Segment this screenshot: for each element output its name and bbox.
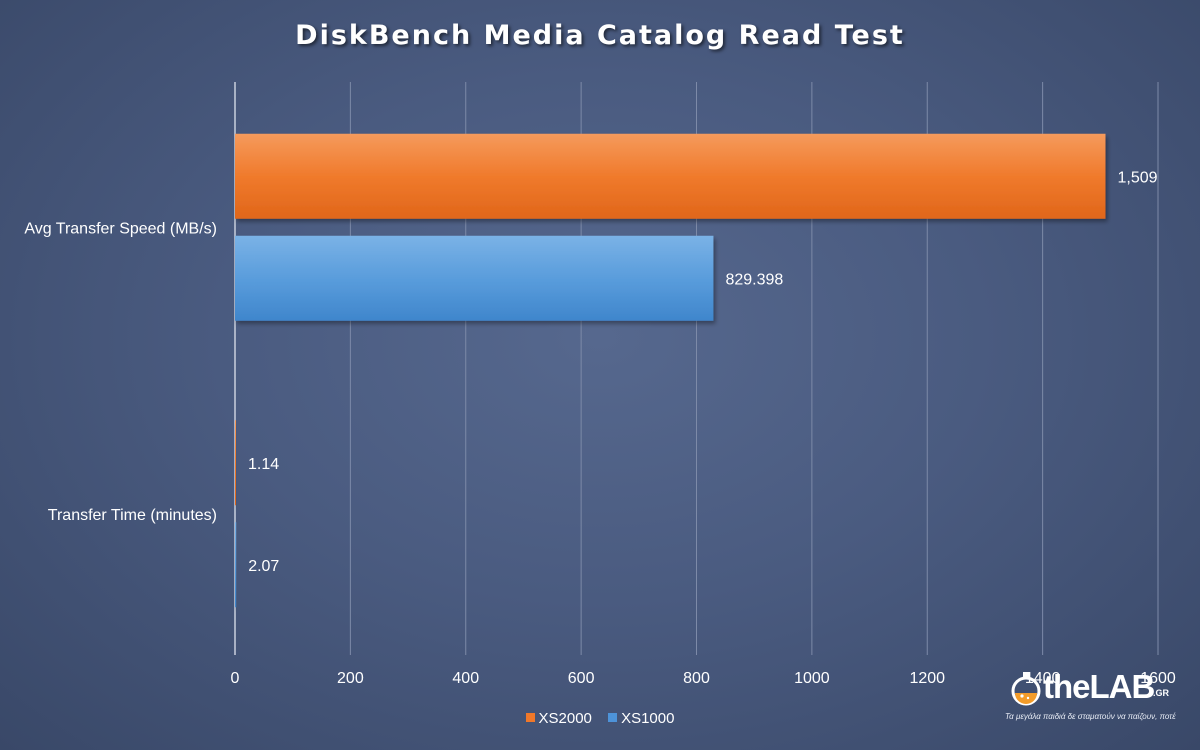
bar-xs2000-cat1 [235,420,236,506]
x-tick-label-1400: 1400 [1025,670,1061,687]
x-tick-label-0: 0 [231,670,240,687]
x-tick-label-1200: 1200 [909,670,945,687]
legend-swatch-xs1000 [608,713,618,722]
bars [235,133,1106,608]
legend-label-xs2000: XS2000 [538,710,592,727]
x-tick-label-1600: 1600 [1140,670,1176,687]
category-label-1: Transfer Time (minutes) [48,507,217,524]
labels: 0 200 400 600 800 1000 1200 1400 1600 Avg Transfe… [24,169,1176,687]
thelab-watermark: theLAB .GR Τα μεγάλα παιδιά δε σταματούν… [1005,668,1195,728]
watermark-brand: theLAB [1043,668,1156,706]
watermark-brand-main: LAB [1089,668,1156,705]
legend: XS2000 XS1000 [0,710,1200,727]
x-tick-label-800: 800 [683,670,710,687]
watermark-tld: .GR [1153,688,1170,698]
x-tick-label-400: 400 [452,670,479,687]
data-label-xs1000-cat0: 829.398 [725,271,783,288]
flask-logo-icon [1011,672,1041,706]
data-label-xs2000-cat0: 1,509 [1118,169,1158,186]
legend-item-xs1000: XS1000 [608,710,674,727]
x-tick-label-1000: 1000 [794,670,830,687]
bar-xs2000-cat0 [235,133,1106,219]
x-tick-label-600: 600 [568,670,595,687]
legend-label-xs1000: XS1000 [621,710,675,727]
data-label-xs1000-cat1: 2.07 [248,558,279,575]
data-label-xs2000-cat1: 1.14 [248,456,279,473]
category-label-0: Avg Transfer Speed (MB/s) [24,220,217,237]
bar-xs1000-cat1 [235,522,237,608]
legend-item-xs2000: XS2000 [525,710,592,727]
bar-xs1000-cat0 [235,235,714,321]
legend-swatch-xs2000 [525,713,535,722]
chart-title: DiskBench Media Catalog Read Test [295,20,905,51]
watermark-tagline: Τα μεγάλα παιδιά δε σταματούν να παίζουν… [1005,712,1176,721]
x-tick-label-200: 200 [337,670,364,687]
watermark-brand-prefix: the [1043,668,1090,705]
